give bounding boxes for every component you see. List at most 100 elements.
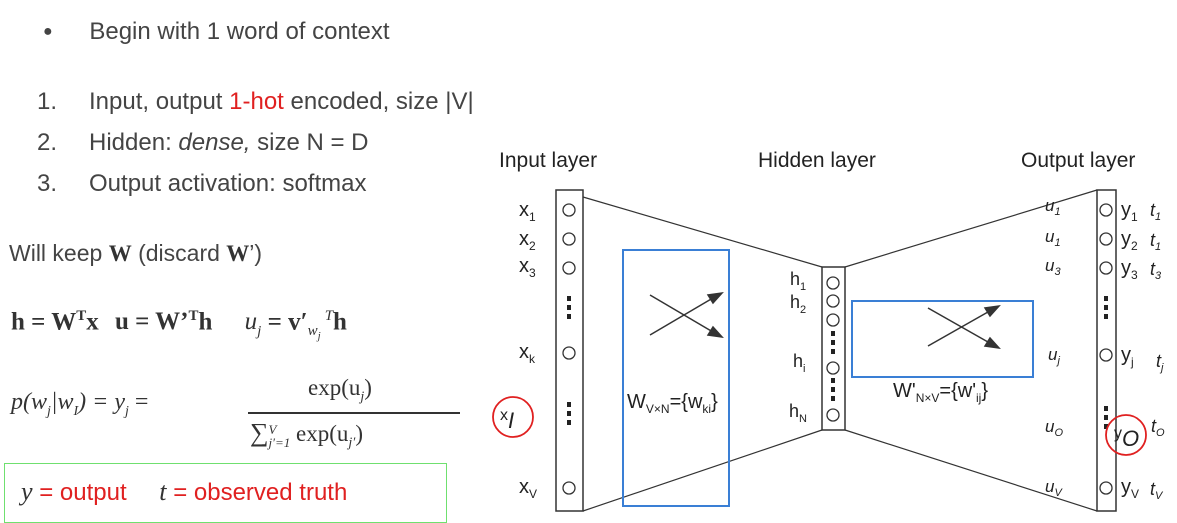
dot (831, 349, 835, 354)
item-text-end: encoded, size |V| (283, 88, 474, 115)
dot (1104, 305, 1108, 310)
eq1-u: u = W’ (114, 308, 189, 336)
equation-1: h = WTx u = W’Th uj = v′wjTh (11, 308, 347, 342)
dot (831, 340, 835, 345)
eq1-v-sup: T (324, 308, 334, 324)
equation-2: p(wj|wI) = yj = (11, 389, 148, 420)
arrow-head (706, 325, 724, 339)
eq1-h-sup: T (76, 308, 87, 324)
dot (1104, 415, 1108, 420)
dot (831, 331, 835, 336)
output-node (1099, 348, 1113, 362)
input-circled-label: xI (500, 407, 514, 433)
u-label: uV (1045, 477, 1063, 499)
output-layer-title: Output layer (1021, 149, 1135, 172)
dot (1104, 424, 1108, 429)
numbered-item-1: 1. Input, output 1-hot encoded, size |V| (37, 88, 474, 116)
eq1-v-sub: wj (307, 323, 321, 343)
output-node (1099, 203, 1113, 217)
eq2-lhs: p(w (11, 389, 47, 415)
hidden-node (826, 294, 840, 308)
input-node (562, 232, 576, 246)
sum-icon: ∑ (250, 418, 269, 447)
arrow-line (927, 307, 996, 347)
y-label: yj (1121, 344, 1134, 369)
hidden-dots (831, 331, 835, 401)
item-text-end: size N = D (250, 129, 369, 156)
y-label: y1 (1121, 199, 1138, 224)
legend-y: y (21, 477, 33, 506)
t-label: tj (1156, 351, 1164, 374)
network-diagram: Input layer Hidden layer Output layer x1… (492, 149, 1165, 512)
eq2-sub3: j (125, 403, 129, 419)
output-node (1099, 481, 1113, 495)
u-label: u3 (1045, 256, 1061, 278)
hidden-node (826, 408, 840, 422)
t-label: tO (1151, 416, 1165, 439)
dot (567, 420, 571, 425)
eq2-den-end: ) (355, 421, 364, 446)
hidden-nodes (826, 276, 840, 422)
cross-arrows-icon (649, 291, 724, 339)
item-text: Output activation: softmax (89, 170, 367, 197)
item-number: 3. (37, 170, 58, 197)
dot (831, 396, 835, 401)
eq2-end: ) = y (78, 389, 126, 415)
sum-bottom: j′=1 (268, 434, 291, 450)
keep-w: W (108, 241, 132, 266)
u-label: u1 (1045, 196, 1061, 218)
dot (567, 314, 571, 319)
eq1-uj: u (244, 308, 258, 336)
input-label: x1 (519, 199, 536, 224)
eq2-den: exp(u (290, 421, 349, 446)
eq2-equals: = (128, 389, 149, 415)
output-nodes (1099, 203, 1113, 495)
dot (567, 411, 571, 416)
u-label: uO (1045, 417, 1063, 439)
arrow-head (983, 336, 1001, 350)
input-dots (567, 296, 571, 425)
bullet-icon: ● (43, 23, 53, 40)
eq2-mid: |w (50, 389, 74, 415)
eq1-h: h = W (11, 308, 77, 336)
legend-t-text: = observed truth (166, 479, 348, 506)
keep-mid: (discard (131, 240, 227, 266)
u-label: u1 (1045, 227, 1061, 249)
hidden-label: h1 (790, 269, 806, 293)
input-node (562, 261, 576, 275)
hidden-node (826, 361, 840, 375)
dot (831, 378, 835, 383)
arrow-head (983, 304, 1001, 318)
input-node (562, 481, 576, 495)
weight-matrix-box-2 (851, 300, 1034, 378)
item-number: 2. (37, 129, 58, 156)
keep-pre: Will keep (9, 240, 109, 266)
y-label: y2 (1121, 228, 1138, 253)
connector-line (582, 196, 823, 268)
fraction-bar (248, 412, 460, 414)
numbered-item-2: 2. Hidden: dense, size N = D (37, 129, 369, 157)
w-label: WV×N={wki} (627, 391, 718, 416)
numbered-item-3: 3. Output activation: softmax (37, 170, 366, 198)
keep-post: ’) (249, 240, 263, 266)
t-label: tV (1150, 479, 1164, 502)
arrow-head (706, 291, 724, 305)
legend-text: y = output t = observed truth (21, 477, 347, 507)
item-number: 1. (37, 88, 58, 115)
input-label: xV (519, 476, 537, 501)
dot (831, 387, 835, 392)
eq1-u-sup: T (188, 308, 199, 324)
output-node (1099, 261, 1113, 275)
item-text: Hidden: (89, 129, 179, 156)
y-label: yV (1121, 476, 1139, 501)
dot (1104, 406, 1108, 411)
keep-w2: W (226, 241, 250, 266)
item-emphasis: dense, (178, 129, 251, 156)
item-text: Input, output (89, 88, 230, 115)
connector-line (582, 429, 823, 512)
sum-top: V (268, 421, 277, 437)
eq2-num-sub: j (360, 389, 365, 405)
input-node (562, 346, 576, 360)
dot (567, 305, 571, 310)
